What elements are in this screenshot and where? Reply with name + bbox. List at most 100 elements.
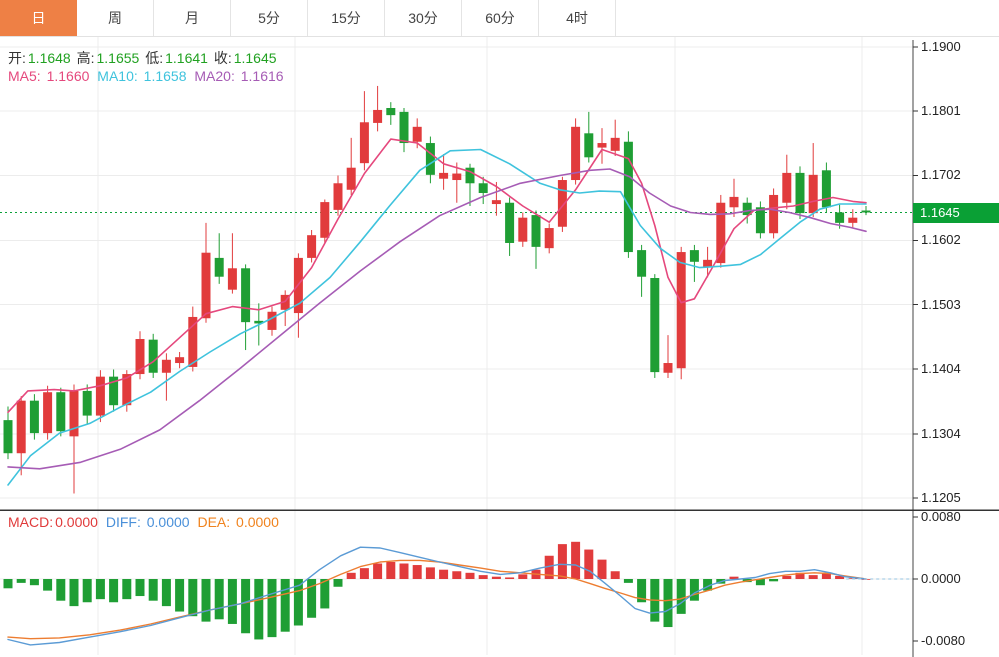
- macd-axis-label: 0.0000: [921, 571, 961, 586]
- macd-bar: [689, 579, 699, 601]
- dea-line: [7, 559, 867, 640]
- open-label: 开:: [8, 50, 26, 66]
- candle-body: [835, 212, 845, 223]
- candle-body: [571, 126, 581, 181]
- macd-axis-label: -0.0080: [921, 633, 966, 648]
- candle-body: [43, 392, 53, 434]
- macd-bar: [307, 579, 317, 618]
- candle-body: [333, 183, 343, 210]
- macd-bar: [584, 549, 594, 579]
- macd-bar: [808, 575, 818, 579]
- candle-body: [557, 180, 567, 227]
- macd-bar: [161, 579, 171, 607]
- macd-bar: [465, 572, 475, 579]
- macd-bar: [544, 555, 554, 579]
- macd-bar: [623, 579, 633, 583]
- price-axis-label: 1.1304: [921, 425, 961, 441]
- candle-body: [109, 376, 119, 406]
- candle-body: [650, 278, 660, 373]
- tab-day[interactable]: 日: [0, 0, 77, 36]
- tab-4hour[interactable]: 4时: [539, 0, 616, 36]
- macd-bar: [835, 575, 845, 579]
- macd-bar: [782, 575, 792, 579]
- ma5-line: [7, 138, 867, 414]
- high-label: 高:: [76, 50, 95, 66]
- macd-bar: [425, 567, 435, 579]
- macd-bar: [280, 579, 290, 632]
- macd-bar: [518, 574, 528, 579]
- candle-body: [505, 202, 515, 243]
- candle-body: [610, 137, 620, 151]
- close-label: 收:: [213, 50, 232, 66]
- macd-bar: [175, 579, 185, 612]
- candle-body: [821, 170, 831, 208]
- high-value: 1.1655: [96, 50, 140, 66]
- macd-bar: [663, 579, 673, 628]
- macd-bar: [373, 563, 383, 579]
- ma10-label: MA10:: [97, 68, 138, 84]
- candle-body: [161, 359, 171, 373]
- candle-body: [148, 339, 158, 373]
- candle-body: [808, 174, 818, 214]
- ma20-line: [7, 168, 867, 470]
- macd-bar: [333, 579, 343, 587]
- tab-60min[interactable]: 60分: [462, 0, 539, 36]
- macd-bar: [227, 579, 237, 624]
- tab-week[interactable]: 周: [77, 0, 154, 36]
- candle-body: [782, 172, 792, 203]
- macd-bar: [122, 579, 132, 600]
- macd-bar: [346, 572, 356, 579]
- candle-body: [227, 268, 237, 290]
- macd-bar: [439, 569, 449, 579]
- candle-body: [122, 374, 132, 406]
- macd-bar: [214, 579, 224, 620]
- macd-bar: [491, 576, 501, 579]
- macd-bar: [69, 579, 79, 607]
- candle-body: [241, 268, 251, 323]
- macd-bar: [3, 579, 13, 589]
- macd-bar: [452, 571, 462, 579]
- candle-body: [320, 202, 330, 238]
- candle-body: [544, 228, 554, 249]
- macd-bar: [821, 572, 831, 579]
- tab-30min[interactable]: 30分: [385, 0, 462, 36]
- ma20-label: MA20:: [194, 68, 235, 84]
- tab-month[interactable]: 月: [154, 0, 231, 36]
- ma10-value: 1.1658: [143, 68, 187, 84]
- open-value: 1.1648: [27, 50, 71, 66]
- candle-body: [676, 252, 686, 369]
- candle-body: [425, 143, 435, 175]
- ma5-label: MA5:: [8, 68, 41, 84]
- price-axis-label: 1.1404: [921, 360, 961, 376]
- tab-15min[interactable]: 15分: [308, 0, 385, 36]
- price-axis-label: 1.1602: [921, 232, 961, 248]
- macd-value: 0.0000: [55, 514, 98, 530]
- candle-body: [848, 217, 858, 223]
- candle-body: [359, 122, 369, 164]
- price-axis-label: 1.1205: [921, 490, 961, 505]
- candle-body: [188, 316, 198, 367]
- price-axis-label: 1.1801: [921, 103, 961, 119]
- candle-body: [267, 311, 277, 330]
- candle-body: [373, 109, 383, 123]
- candle-body: [175, 357, 185, 364]
- candle-body: [491, 200, 501, 205]
- candle-body: [386, 107, 396, 116]
- diff-label: DIFF:: [105, 514, 141, 530]
- macd-bar: [557, 544, 567, 579]
- macd-bar: [703, 579, 713, 591]
- macd-bar: [637, 579, 647, 603]
- tab-5min[interactable]: 5分: [231, 0, 308, 36]
- low-value: 1.1641: [165, 50, 208, 66]
- macd-bar: [148, 579, 158, 601]
- candle-body: [716, 202, 726, 264]
- candle-body: [82, 390, 92, 416]
- ma-legend: MA5: 1.1660 MA10: 1.1658 MA20: 1.1616: [8, 68, 288, 84]
- candle-body: [95, 376, 105, 416]
- macd-bar: [82, 579, 92, 603]
- candle-body: [531, 215, 541, 247]
- macd-bar: [267, 579, 277, 638]
- candle-body: [769, 194, 779, 234]
